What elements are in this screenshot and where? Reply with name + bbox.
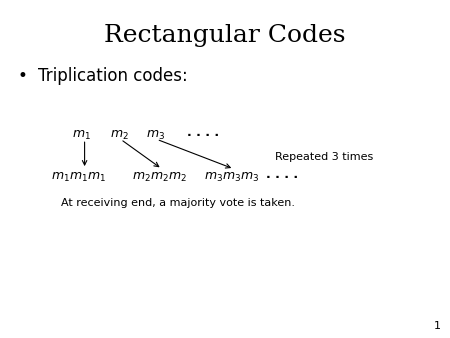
Text: Rectangular Codes: Rectangular Codes xyxy=(104,24,346,47)
Text: At receiving end, a majority vote is taken.: At receiving end, a majority vote is tak… xyxy=(61,198,295,208)
Text: · · · ·: · · · · xyxy=(187,129,219,142)
Text: 1: 1 xyxy=(434,321,441,331)
Text: Repeated 3 times: Repeated 3 times xyxy=(275,152,373,162)
Text: •: • xyxy=(18,67,28,85)
Text: $m_3m_3m_3$: $m_3m_3m_3$ xyxy=(204,171,259,184)
Text: $m_2m_2m_2$: $m_2m_2m_2$ xyxy=(132,171,187,184)
Text: $m_1$: $m_1$ xyxy=(72,129,90,142)
Text: $m_3$: $m_3$ xyxy=(146,129,165,142)
Text: Triplication codes:: Triplication codes: xyxy=(38,67,188,85)
Text: $m_2$: $m_2$ xyxy=(110,129,129,142)
Text: $m_1m_1m_1$: $m_1m_1m_1$ xyxy=(51,171,106,184)
Text: · · · ·: · · · · xyxy=(266,171,297,184)
